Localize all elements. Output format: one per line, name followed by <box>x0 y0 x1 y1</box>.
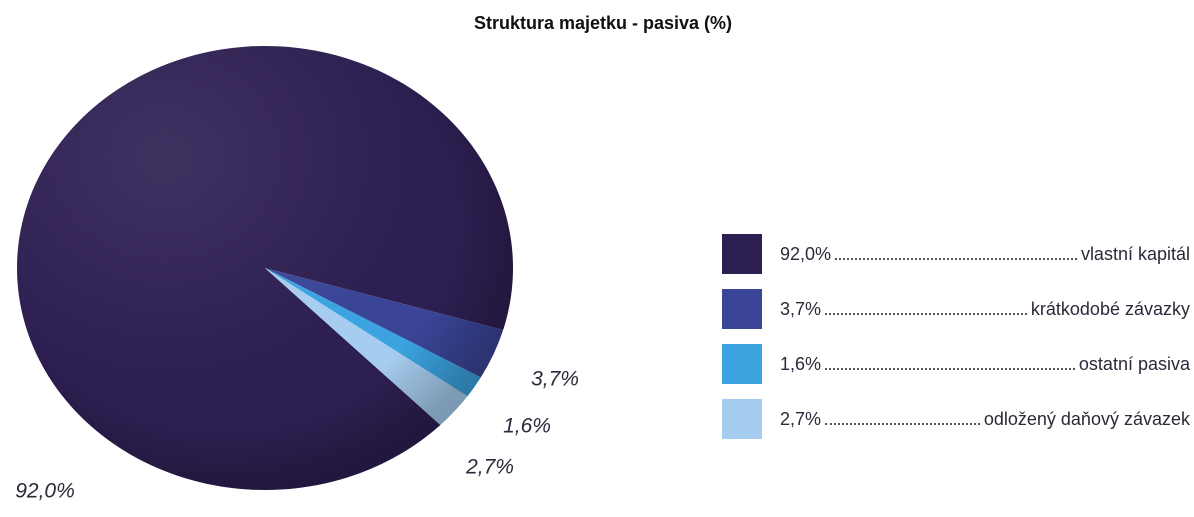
legend-swatch <box>722 289 762 329</box>
legend-value: 3,7% <box>780 298 822 319</box>
chart-title: Struktura majetku - pasiva (%) <box>474 13 732 33</box>
slice-label: 3,7% <box>531 368 579 391</box>
legend: 92,0% vlastní kapitál 3,7% krátkodobé závaz… <box>722 234 1190 454</box>
legend-leader <box>835 258 1077 260</box>
legend-leader <box>825 423 980 425</box>
legend-swatch <box>722 344 762 384</box>
slice-label: 92,0% <box>15 480 75 503</box>
legend-value: 92,0% <box>780 243 832 264</box>
legend-item: 1,6% ostatní pasiva <box>722 344 1190 384</box>
legend-label: odložený daňový závazek <box>983 408 1190 429</box>
pie-slice <box>17 46 514 491</box>
legend-label: krátkodobé závazky <box>1030 298 1190 319</box>
slice-label: 1,6% <box>503 415 551 438</box>
legend-value: 1,6% <box>780 353 822 374</box>
legend-item: 92,0% vlastní kapitál <box>722 234 1190 274</box>
legend-value: 2,7% <box>780 408 822 429</box>
legend-item: 3,7% krátkodobé závazky <box>722 289 1190 329</box>
legend-swatch <box>722 399 762 439</box>
legend-swatch <box>722 234 762 274</box>
legend-item: 2,7% odložený daňový závazek <box>722 399 1190 439</box>
legend-leader <box>825 368 1075 370</box>
legend-label: ostatní pasiva <box>1078 353 1190 374</box>
legend-leader <box>825 313 1027 315</box>
legend-label: vlastní kapitál <box>1080 243 1190 264</box>
slice-label: 2,7% <box>465 456 514 479</box>
